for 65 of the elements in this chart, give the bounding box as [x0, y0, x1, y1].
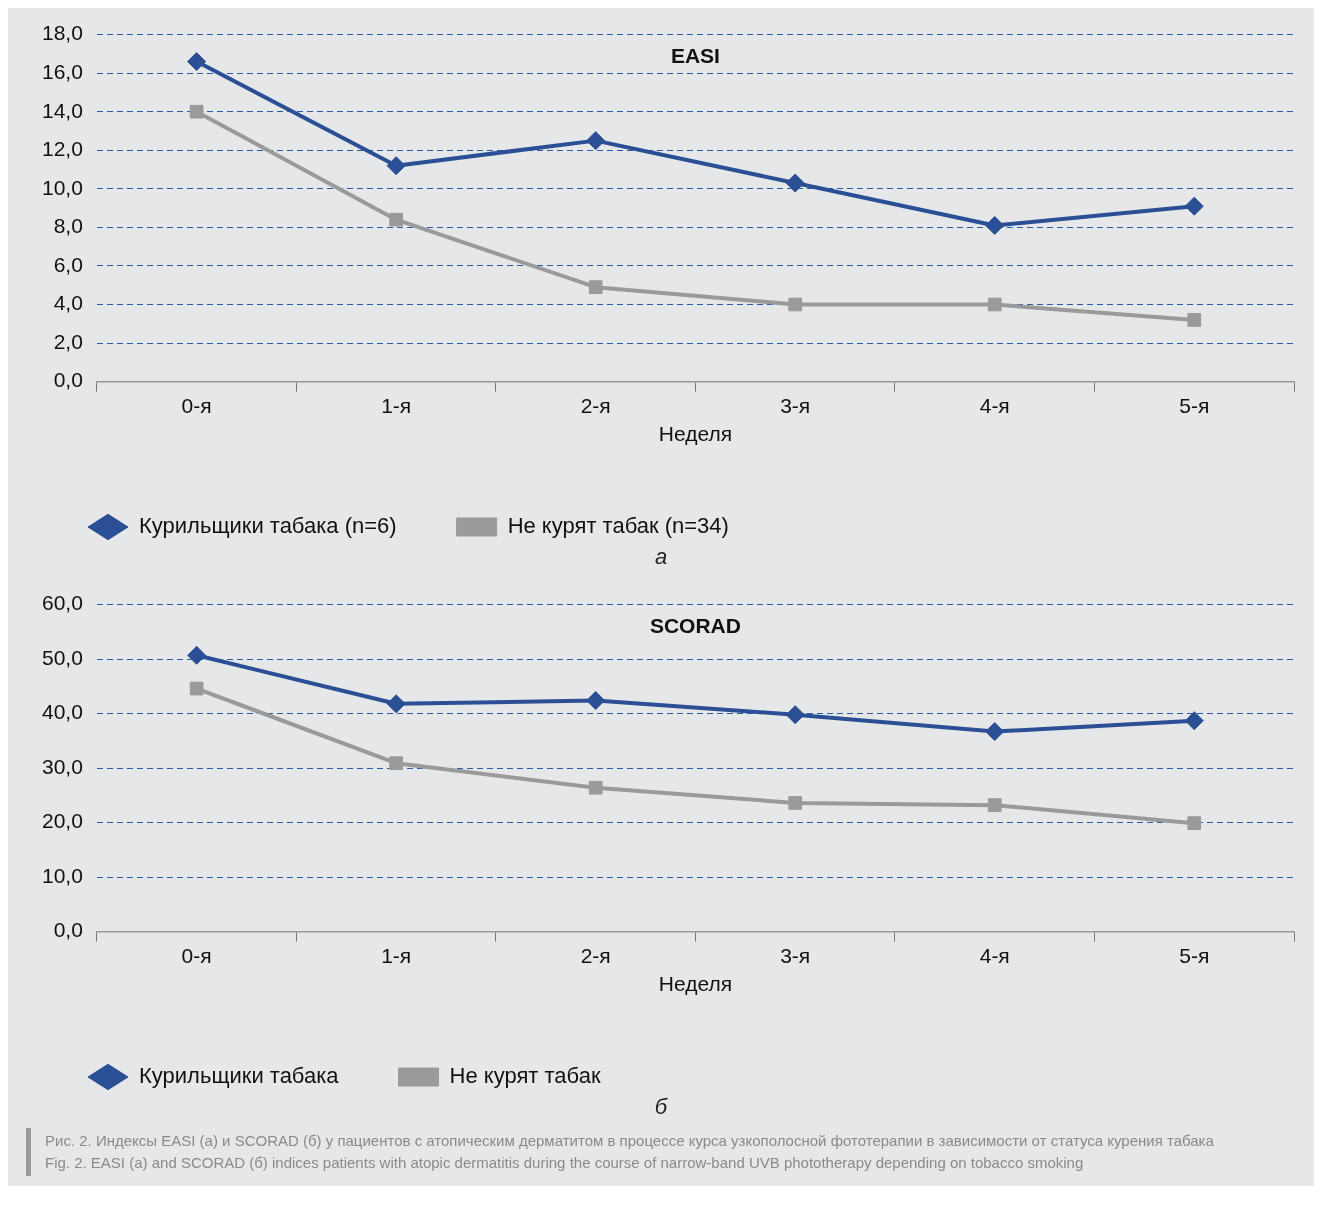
- y-tick-label: 4,0: [53, 291, 83, 315]
- legend-label: Не курят табак: [449, 1063, 601, 1089]
- x-tick-label: 3-я: [780, 394, 811, 417]
- point: [586, 131, 606, 151]
- point: [386, 694, 406, 714]
- point: [189, 681, 204, 696]
- y-tick-label: 40,0: [42, 700, 83, 724]
- point: [785, 173, 805, 193]
- x-tick-label: 1-я: [381, 944, 412, 967]
- y-tick-label: 10,0: [42, 175, 83, 199]
- point: [785, 705, 805, 725]
- legend-label: Не курят табак (n=34): [507, 513, 729, 539]
- y-tick-label: 30,0: [42, 754, 83, 778]
- point: [788, 297, 803, 312]
- point: [987, 798, 1002, 813]
- point: [985, 722, 1005, 742]
- chart-title: EASI: [670, 43, 720, 67]
- point: [588, 280, 603, 294]
- point: [985, 215, 1005, 235]
- point: [586, 691, 606, 711]
- point: [1184, 711, 1204, 731]
- y-tick-label: 20,0: [42, 809, 83, 833]
- x-tick-label: 1-я: [381, 394, 412, 417]
- point: [389, 756, 404, 771]
- point: [1187, 313, 1202, 327]
- point: [588, 780, 603, 795]
- x-tick-label: 3-я: [780, 944, 811, 967]
- legend-label: Курильщики табака (n=6): [139, 513, 397, 539]
- point: [187, 645, 207, 665]
- point: [386, 156, 406, 176]
- x-axis-title: Неделя: [658, 422, 733, 446]
- x-tick-label: 5-я: [1179, 394, 1210, 417]
- x-axis-title: Неделя: [658, 972, 733, 996]
- point: [1184, 196, 1204, 216]
- x-tick-label: 4-я: [979, 944, 1010, 967]
- legend-label: Курильщики табака: [139, 1063, 340, 1089]
- x-tick-label: 2-я: [580, 394, 611, 417]
- y-tick-label: 0,0: [53, 368, 83, 392]
- y-tick-label: 10,0: [42, 863, 83, 887]
- y-tick-label: 6,0: [53, 252, 83, 276]
- y-tick-label: 16,0: [42, 59, 83, 83]
- y-tick-label: 2,0: [53, 329, 83, 353]
- y-tick-label: 14,0: [42, 98, 83, 122]
- point: [389, 212, 404, 227]
- y-tick-label: 60,0: [42, 591, 83, 615]
- point: [788, 796, 803, 810]
- y-tick-label: 18,0: [42, 21, 83, 45]
- x-tick-label: 5-я: [1179, 944, 1210, 967]
- y-tick-label: 0,0: [53, 918, 83, 942]
- point: [1187, 816, 1202, 831]
- x-tick-label: 0-я: [181, 944, 212, 967]
- caption: Fig. 2. EASI (a) and SCORAD (б) indices patients with atopic dermatitis during the course of narrow-band UVB phototherapy depending on tobacco smoking: [45, 1153, 1085, 1173]
- x-tick-label: 2-я: [580, 944, 611, 967]
- x-tick-label: 4-я: [979, 394, 1010, 417]
- point: [187, 52, 207, 72]
- point: [987, 297, 1002, 312]
- y-tick-label: 8,0: [53, 214, 83, 238]
- point: [189, 104, 204, 119]
- text: б: [653, 1094, 669, 1120]
- y-tick-label: 50,0: [42, 645, 83, 669]
- chart-title: SCORAD: [649, 613, 741, 637]
- x-tick-label: 0-я: [181, 394, 212, 417]
- y-tick-label: 12,0: [42, 137, 83, 161]
- text: Рис. 2. Индексы EASI (а) и SCORAD (б) у пациентов с атопическим дерматитом в процессе курса узкополосной фототерапии в зависимости от статуса курения табака: [45, 1131, 1215, 1151]
- text: а: [653, 544, 669, 570]
